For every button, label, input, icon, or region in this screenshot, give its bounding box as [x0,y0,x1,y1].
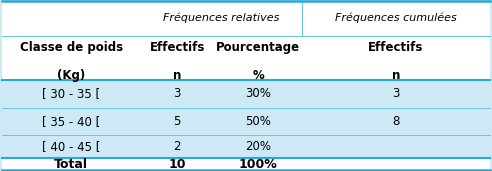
Text: Effectifs: Effectifs [150,41,205,54]
Text: 30%: 30% [245,87,271,101]
Text: [ 35 - 40 [: [ 35 - 40 [ [42,115,100,128]
Text: 50%: 50% [245,115,271,128]
Text: [ 40 - 45 [: [ 40 - 45 [ [42,140,100,153]
Text: [ 30 - 35 [: [ 30 - 35 [ [42,87,100,101]
Bar [2,80,490,158]
Text: Fréquences relatives: Fréquences relatives [163,13,279,23]
Text: Classe de poids: Classe de poids [20,41,123,54]
Text: n: n [392,69,400,82]
Text: Total: Total [54,158,88,171]
Text: Fréquences cumulées: Fréquences cumulées [335,13,457,23]
Text: 100%: 100% [239,158,277,171]
Text: 3: 3 [173,87,181,101]
Text: Effectifs: Effectifs [368,41,424,54]
Text: (Kg): (Kg) [57,69,85,82]
Text: Pourcentage: Pourcentage [216,41,300,54]
Text: 5: 5 [173,115,181,128]
Text: 8: 8 [392,115,400,128]
Text: n: n [173,69,181,82]
Bar [2,1,490,80]
Text: %: % [252,69,264,82]
Text: 10: 10 [168,158,186,171]
Text: 2: 2 [173,140,181,153]
Bar [2,158,490,170]
Text: 3: 3 [392,87,400,101]
Text: 20%: 20% [245,140,271,153]
